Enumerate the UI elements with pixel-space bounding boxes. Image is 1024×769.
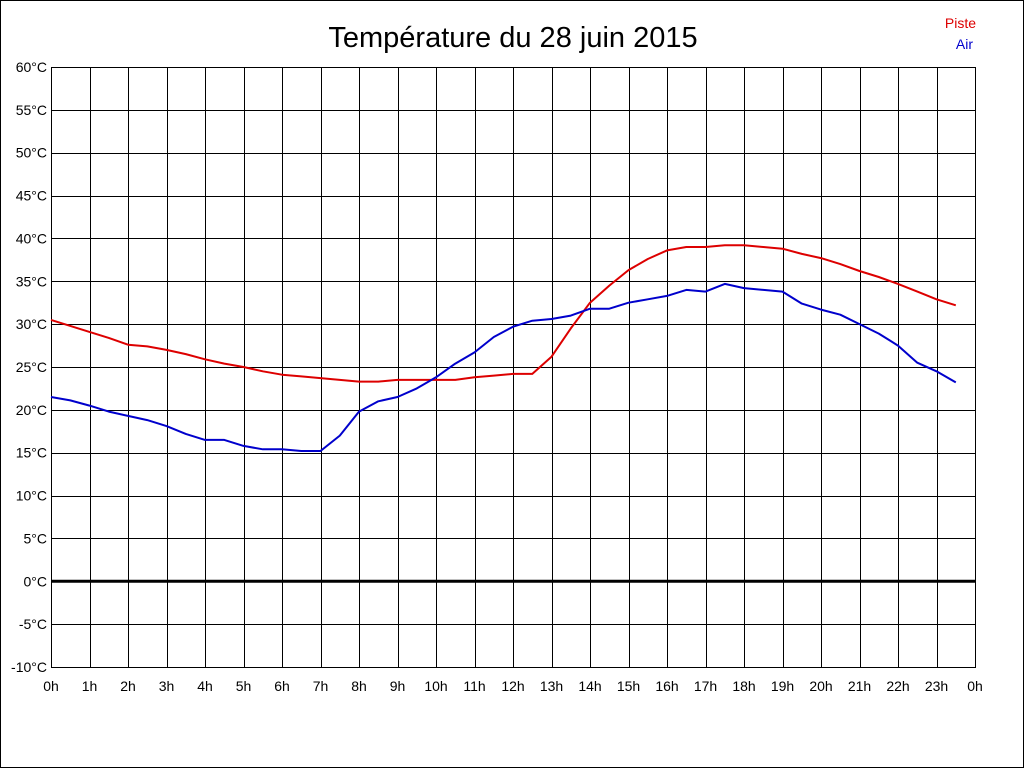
series-layer: [50, 244, 957, 452]
y-tick-label: -5°C: [19, 616, 47, 632]
axis-layer: [51, 67, 976, 668]
x-tick-label: 20h: [809, 678, 832, 694]
legend: Piste Air: [945, 15, 976, 52]
x-tick-label: 2h: [120, 678, 136, 694]
y-tick-label: 60°C: [16, 59, 47, 75]
x-tick-label: 17h: [694, 678, 717, 694]
x-tick-label: 0h: [967, 678, 983, 694]
x-tick-label: 18h: [732, 678, 755, 694]
plot-border: [51, 67, 976, 668]
x-tick-label: 12h: [501, 678, 524, 694]
x-tick-label: 5h: [236, 678, 252, 694]
x-tick-label: 11h: [463, 678, 485, 694]
y-tick-label: 55°C: [16, 102, 47, 118]
y-tick-label: 35°C: [16, 273, 47, 289]
x-tick-label: 7h: [313, 678, 329, 694]
y-tick-label: 50°C: [16, 145, 47, 161]
x-tick-label: 13h: [540, 678, 563, 694]
tick-label-layer: 0h 1h 2h 3h 4h 5h 6h 7h 8h 9h 10h 11h 12h 13h 14h 15h 16…: [11, 59, 983, 694]
y-tick-label: 40°C: [16, 230, 47, 246]
x-tick-label: 21h: [848, 678, 871, 694]
y-tick-label: 15°C: [16, 445, 47, 461]
x-tick-label: 16h: [655, 678, 678, 694]
x-tick-label: 9h: [390, 678, 406, 694]
y-tick-label: 20°C: [16, 402, 47, 418]
legend-item-air: Air: [956, 36, 973, 52]
x-tick-label: 23h: [925, 678, 948, 694]
x-tick-label: 19h: [771, 678, 794, 694]
y-tick-label: 30°C: [16, 316, 47, 332]
x-tick-label: 4h: [197, 678, 213, 694]
chart-title: Température du 28 juin 2015: [328, 22, 697, 54]
series-line-piste: [50, 244, 957, 383]
y-tick-label: 25°C: [16, 359, 47, 375]
x-tick-label: 0h: [43, 678, 59, 694]
y-tick-label: 10°C: [16, 488, 47, 504]
x-tick-label: 22h: [886, 678, 909, 694]
y-tick-label: -10°C: [11, 659, 47, 675]
x-tick-label: 14h: [578, 678, 601, 694]
legend-item-piste: Piste: [945, 15, 976, 31]
x-tick-label: 8h: [351, 678, 367, 694]
x-tick-label: 1h: [82, 678, 98, 694]
x-tick-label: 3h: [159, 678, 175, 694]
grid-layer: [51, 67, 976, 668]
y-tick-label: 0°C: [24, 573, 48, 589]
x-tick-label: 15h: [617, 678, 640, 694]
series-line-air: [50, 282, 957, 452]
x-tick-label: 10h: [424, 678, 447, 694]
x-tick-label: 6h: [274, 678, 290, 694]
y-tick-label: 45°C: [16, 188, 47, 204]
y-tick-label: 5°C: [24, 530, 48, 546]
